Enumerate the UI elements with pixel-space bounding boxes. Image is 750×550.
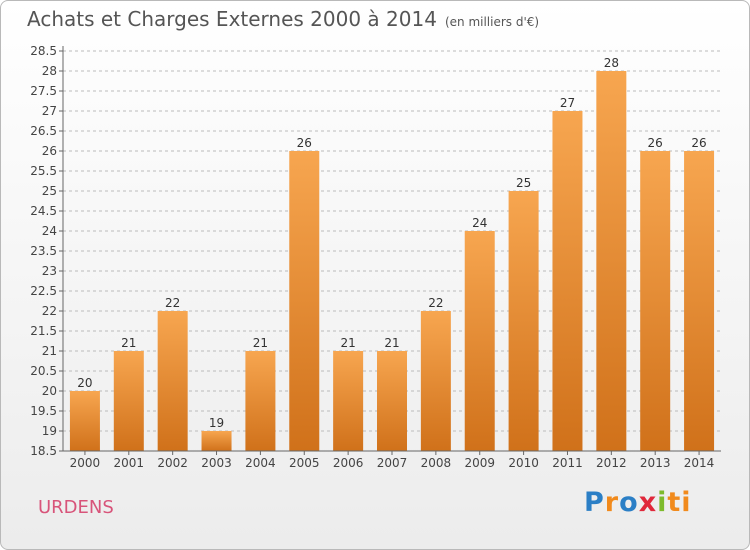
y-tick-label: 24.5 (30, 204, 57, 218)
bar-value-label: 26 (691, 136, 706, 150)
bar-value-label: 26 (648, 136, 663, 150)
y-tick-label: 22 (42, 304, 57, 318)
x-tick-label: 2006 (333, 456, 364, 470)
x-tick-label: 2003 (201, 456, 232, 470)
x-tick-label: 2005 (289, 456, 320, 470)
bar (157, 311, 188, 451)
y-tick-label: 19.5 (30, 404, 57, 418)
y-tick-label: 22.5 (30, 284, 57, 298)
y-tick-label: 26 (42, 144, 57, 158)
y-tick-label: 28.5 (30, 44, 57, 58)
x-tick-label: 2009 (464, 456, 495, 470)
bar (245, 351, 276, 451)
bar (640, 151, 671, 451)
y-tick-label: 23 (42, 264, 57, 278)
bar (201, 431, 232, 451)
y-tick-label: 24 (42, 224, 57, 238)
x-tick-label: 2001 (114, 456, 145, 470)
bar-value-label: 24 (472, 216, 487, 230)
bar (508, 191, 539, 451)
x-tick-label: 2013 (640, 456, 671, 470)
title-text: Achats et Charges Externes 2000 à 2014 (27, 7, 437, 31)
bar-value-label: 19 (209, 416, 224, 430)
bar (420, 311, 451, 451)
bar (113, 351, 144, 451)
y-tick-label: 19 (42, 424, 57, 438)
chart-title: Achats et Charges Externes 2000 à 2014 (e… (27, 7, 539, 31)
x-tick-label: 2002 (157, 456, 188, 470)
bar (69, 391, 100, 451)
bar (333, 351, 364, 451)
bar (289, 151, 320, 451)
y-tick-label: 21 (42, 344, 57, 358)
x-tick-label: 2010 (508, 456, 539, 470)
y-tick-label: 20.5 (30, 364, 57, 378)
title-unit: (en milliers d'€) (444, 15, 540, 29)
y-tick-label: 27 (42, 104, 57, 118)
bar-value-label: 21 (340, 336, 355, 350)
logo-letter: x (638, 487, 658, 518)
place-name: URDENS (38, 497, 114, 518)
x-tick-label: 2008 (421, 456, 452, 470)
y-tick-label: 20 (42, 384, 57, 398)
bar (377, 351, 407, 451)
axes: 18.5 19 19.5 20 20.5 21 21.5 22 22.5 23 23.5 24 24.5… (30, 44, 721, 470)
y-tick-label: 26.5 (30, 124, 57, 138)
bar-value-label: 21 (253, 336, 268, 350)
proxiti-logo[interactable]: Proxiti (584, 487, 692, 518)
logo-letter: o (619, 487, 639, 518)
bar-value-label: 26 (297, 136, 312, 150)
bar-value-label: 21 (121, 336, 136, 350)
x-tick-label: 2012 (596, 456, 627, 470)
bar-value-label: 22 (428, 296, 443, 310)
x-tick-label: 2011 (552, 456, 583, 470)
y-tick-label: 18.5 (30, 444, 57, 458)
bar-value-label: 28 (604, 56, 619, 70)
bar (552, 111, 583, 451)
logo-letter: ti (667, 487, 692, 518)
x-tick-label: 2014 (684, 456, 715, 470)
y-tick-label: 23.5 (30, 244, 57, 258)
y-tick-label: 25 (42, 184, 57, 198)
y-tick-label: 25.5 (30, 164, 57, 178)
x-tick-label: 2000 (70, 456, 101, 470)
bar-value-label: 25 (516, 176, 531, 190)
logo-letter: r (604, 487, 620, 518)
logo-letter: i (657, 487, 668, 518)
logo-letter: P (584, 487, 605, 518)
y-tick-label: 27.5 (30, 84, 57, 98)
bar-value-label: 20 (77, 376, 92, 390)
bar-value-label: 27 (560, 96, 575, 110)
bar-value-label: 22 (165, 296, 180, 310)
bars: 20 21 22 19 21 26 21 21 22 24 25 27 28 26 26 (69, 56, 715, 451)
x-tick-label: 2004 (245, 456, 276, 470)
x-tick-label: 2007 (377, 456, 408, 470)
bar (684, 151, 715, 451)
bar (464, 231, 495, 451)
bar (596, 71, 627, 451)
y-tick-label: 28 (42, 64, 57, 78)
bar-value-label: 21 (384, 336, 399, 350)
y-tick-label: 21.5 (30, 324, 57, 338)
